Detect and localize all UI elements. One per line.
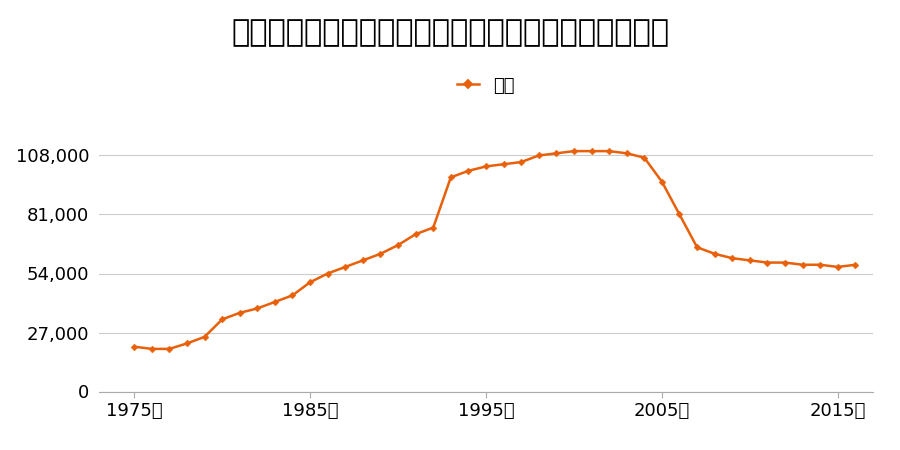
価格 xyxy=(392,243,403,248)
価格 xyxy=(727,256,738,261)
価格 xyxy=(147,346,158,351)
価格 xyxy=(481,164,491,169)
価格 xyxy=(252,306,263,311)
価格 xyxy=(340,264,351,270)
価格 xyxy=(779,260,790,265)
価格 xyxy=(463,168,473,174)
価格 xyxy=(709,251,720,256)
価格 xyxy=(305,279,316,285)
Text: 兵庫県姫路市勝原区下太田字狭間４１２番の地価推移: 兵庫県姫路市勝原区下太田字狭間４１２番の地価推移 xyxy=(231,18,669,47)
価格 xyxy=(604,148,615,154)
価格 xyxy=(428,225,438,230)
価格 xyxy=(287,292,298,298)
価格 xyxy=(499,162,509,167)
価格 xyxy=(410,231,421,237)
価格 xyxy=(797,262,808,267)
価格 xyxy=(692,245,703,250)
価格 xyxy=(639,155,650,160)
価格 xyxy=(551,151,562,156)
価格 xyxy=(674,212,685,217)
価格 xyxy=(832,264,843,270)
Legend: 価格: 価格 xyxy=(457,76,515,95)
価格 xyxy=(129,344,140,349)
価格 xyxy=(621,151,632,156)
価格 xyxy=(217,317,228,322)
価格 xyxy=(850,262,860,267)
価格 xyxy=(446,175,456,180)
価格 xyxy=(182,341,193,346)
価格 xyxy=(656,179,667,184)
価格 xyxy=(586,148,597,154)
価格 xyxy=(762,260,773,265)
Line: 価格: 価格 xyxy=(131,148,858,351)
価格 xyxy=(516,159,526,165)
価格 xyxy=(744,258,755,263)
価格 xyxy=(322,271,333,276)
価格 xyxy=(269,299,280,305)
価格 xyxy=(814,262,825,267)
価格 xyxy=(375,251,386,256)
価格 xyxy=(199,334,210,340)
価格 xyxy=(234,310,245,315)
価格 xyxy=(569,148,580,154)
価格 xyxy=(164,346,175,351)
価格 xyxy=(357,258,368,263)
価格 xyxy=(534,153,544,158)
